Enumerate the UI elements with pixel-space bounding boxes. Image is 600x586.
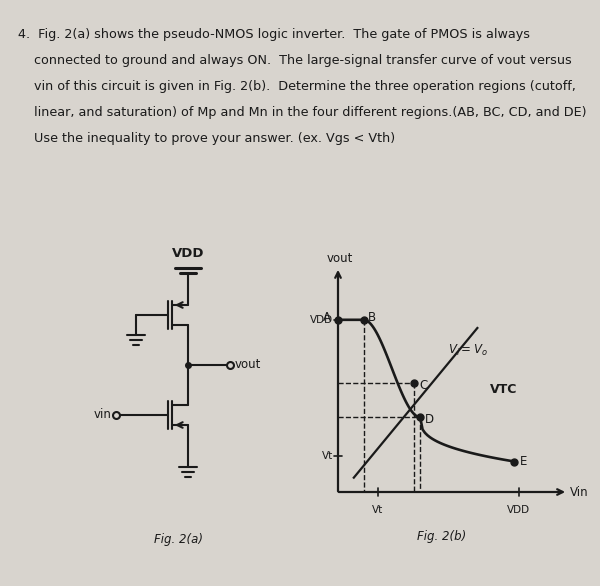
Text: VDD: VDD: [508, 505, 530, 515]
Text: Fig. 2(a): Fig. 2(a): [154, 533, 203, 546]
Text: linear, and saturation) of Mp and Mn in the four different regions.(AB, BC, CD, : linear, and saturation) of Mp and Mn in …: [18, 106, 587, 119]
Text: VDD: VDD: [310, 315, 333, 325]
Text: A: A: [323, 311, 331, 324]
Text: $V_i=V_o$: $V_i=V_o$: [448, 343, 488, 358]
Text: Vt: Vt: [322, 451, 333, 461]
Text: Vt: Vt: [372, 505, 383, 515]
Text: vin of this circuit is given in Fig. 2(b).  Determine the three operation region: vin of this circuit is given in Fig. 2(b…: [18, 80, 576, 93]
Text: VTC: VTC: [490, 383, 517, 396]
Text: Use the inequality to prove your answer. (ex. Vgs < Vth): Use the inequality to prove your answer.…: [18, 132, 395, 145]
Text: Vin: Vin: [570, 486, 589, 499]
Text: VDD: VDD: [172, 247, 204, 260]
Text: connected to ground and always ON.  The large-signal transfer curve of vout vers: connected to ground and always ON. The l…: [18, 54, 572, 67]
Text: vin: vin: [94, 408, 112, 421]
Text: vout: vout: [327, 252, 353, 265]
Text: C: C: [419, 379, 427, 392]
Text: B: B: [368, 311, 376, 324]
Text: 4.  Fig. 2(a) shows the pseudo-NMOS logic inverter.  The gate of PMOS is always: 4. Fig. 2(a) shows the pseudo-NMOS logic…: [18, 28, 530, 41]
Text: Fig. 2(b): Fig. 2(b): [418, 530, 467, 543]
Text: D: D: [425, 413, 434, 425]
Text: E: E: [520, 455, 527, 468]
Text: vout: vout: [235, 359, 262, 372]
